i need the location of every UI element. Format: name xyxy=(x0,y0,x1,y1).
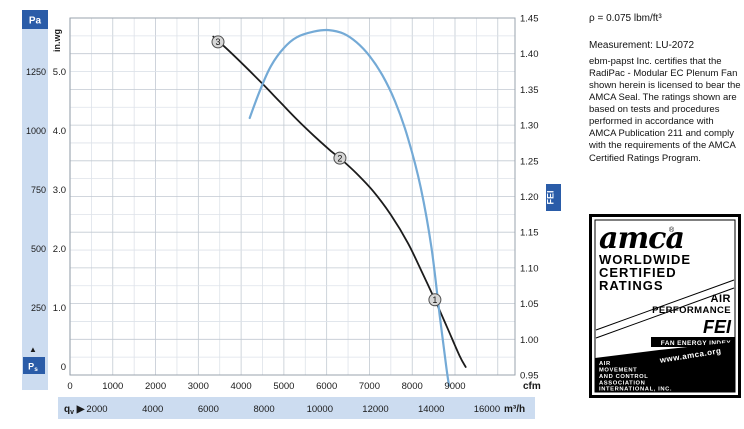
pa-axis-strip xyxy=(22,10,48,390)
cfm-tick-label: 5000 xyxy=(273,381,294,392)
seal-fei-stripe xyxy=(651,337,735,347)
fei-tick-label: 0.95 xyxy=(520,371,539,382)
inwg-tick-label: 2.0 xyxy=(53,244,66,255)
seal-bottom-panel xyxy=(595,342,735,392)
inwg-tick-label: 1.0 xyxy=(53,303,66,314)
fei-curve xyxy=(248,28,451,387)
operating-point-3 xyxy=(211,35,225,49)
fei-tick-label: 1.10 xyxy=(520,263,539,274)
registered-mark-icon: ® xyxy=(669,226,675,234)
seal-association-line: AND CONTROL xyxy=(599,374,648,380)
seal-tagline-line: RATINGS xyxy=(599,278,664,293)
cfm-tick-label: 7000 xyxy=(359,381,380,392)
fei-tick-label: 1.45 xyxy=(520,14,539,25)
certification-panel: ρ = 0.075 lbm/ft³ Measurement: LU-2072 e… xyxy=(589,0,741,429)
ps-axis-badge xyxy=(23,357,45,374)
seal-tagline-line: CERTIFIED xyxy=(599,265,677,280)
pa-axis-label: Pa xyxy=(29,16,42,27)
certification-statement: ebm-papst Inc. certifies that the RadiPa… xyxy=(589,56,741,164)
amca-brand: amca xyxy=(599,221,684,256)
amca-certified-ratings-seal: amca ® WORLDWIDE CERTIFIED RATINGS AIR P… xyxy=(589,214,741,398)
operating-point-2 xyxy=(333,151,347,165)
operating-point-label: 2 xyxy=(337,153,342,163)
static-pressure-curve xyxy=(212,35,467,368)
inwg-axis-label: in.wg xyxy=(52,29,62,52)
operating-point-1 xyxy=(428,293,442,307)
cfm-tick-label: 2000 xyxy=(145,381,166,392)
pa-tick-label: 750 xyxy=(31,185,46,195)
seal-category-performance: PERFORMANCE xyxy=(652,305,731,316)
fei-tick-label: 1.40 xyxy=(520,49,539,60)
cfm-tick-label: 3000 xyxy=(188,381,209,392)
cfm-tick-label: 6000 xyxy=(316,381,337,392)
fei-tick-label: 1.30 xyxy=(520,121,539,132)
seal-category-air: AIR xyxy=(711,293,731,305)
cfm-tick-label: 1000 xyxy=(102,381,123,392)
fei-tick-label: 1.20 xyxy=(520,192,539,203)
operating-point-label: 3 xyxy=(216,37,221,47)
cfm-tick-label: 8000 xyxy=(402,381,423,392)
fei-tick-label: 1.15 xyxy=(520,228,539,239)
pa-axis-badge xyxy=(22,10,48,29)
fei-tick-label: 1.05 xyxy=(520,299,539,310)
inwg-tick-label: 0 xyxy=(61,362,66,373)
m3h-tick-label: 4000 xyxy=(142,404,163,415)
seal-fei-mark: FEI xyxy=(703,317,732,337)
seal-association-line: INTERNATIONAL, INC. xyxy=(599,387,672,393)
m3h-tick-label: 8000 xyxy=(254,404,275,415)
fei-tick-label: 1.25 xyxy=(520,156,539,167)
fan-performance-chart: 3 2 1 0 1000 2000 3000 4000 5000 6000 7000 8000 9000… xyxy=(22,10,561,419)
seal-diagonal-line xyxy=(595,279,735,331)
seal-tagline-line: WORLDWIDE xyxy=(599,252,691,267)
m3h-tick-label: 6000 xyxy=(198,404,219,415)
ps-axis-arrow-icon: ▲ xyxy=(29,345,37,354)
cfm-unit-label: cfm xyxy=(523,381,541,392)
fei-axis-label: FEI xyxy=(546,190,556,204)
m3h-axis-band xyxy=(58,397,535,419)
pa-tick-label: 1000 xyxy=(26,126,46,136)
inwg-tick-label: 3.0 xyxy=(53,185,66,196)
qv-axis-symbol: qv ▶ xyxy=(64,404,86,416)
fei-tick-label: 1.35 xyxy=(520,85,539,96)
cfm-tick-label: 4000 xyxy=(231,381,252,392)
m3h-tick-label: 2000 xyxy=(86,404,107,415)
pa-tick-label: 500 xyxy=(31,244,46,254)
m3h-tick-label: 14000 xyxy=(418,404,444,415)
pa-tick-label: 1250 xyxy=(26,67,46,77)
m3h-unit-label: m³/h xyxy=(504,404,525,415)
plot-border xyxy=(69,17,516,376)
ps-axis-label: Ps xyxy=(28,362,38,374)
m3h-tick-label: 10000 xyxy=(307,404,333,415)
seal-fei-subtitle: FAN ENERGY INDEX xyxy=(661,340,731,347)
inwg-tick-label: 4.0 xyxy=(53,126,66,137)
seal-association-line: ASSOCIATION xyxy=(599,381,645,387)
m3h-tick-label: 12000 xyxy=(362,404,388,415)
air-density-value: ρ = 0.075 lbm/ft³ xyxy=(589,13,662,24)
fei-axis-badge xyxy=(546,184,561,211)
seal-diagonal-line xyxy=(595,287,735,339)
grid xyxy=(69,17,515,376)
measurement-id: Measurement: LU-2072 xyxy=(589,40,695,51)
seal-association-line: MOVEMENT xyxy=(599,368,637,374)
cfm-tick-label: 9000 xyxy=(444,381,465,392)
fei-tick-label: 1.00 xyxy=(520,335,539,346)
cfm-tick-label: 0 xyxy=(67,381,72,392)
seal-association-line: AIR xyxy=(599,361,611,367)
operating-point-label: 1 xyxy=(432,295,437,305)
m3h-tick-label: 16000 xyxy=(474,404,500,415)
inwg-tick-label: 5.0 xyxy=(53,67,66,78)
pa-tick-label: 250 xyxy=(31,303,46,313)
